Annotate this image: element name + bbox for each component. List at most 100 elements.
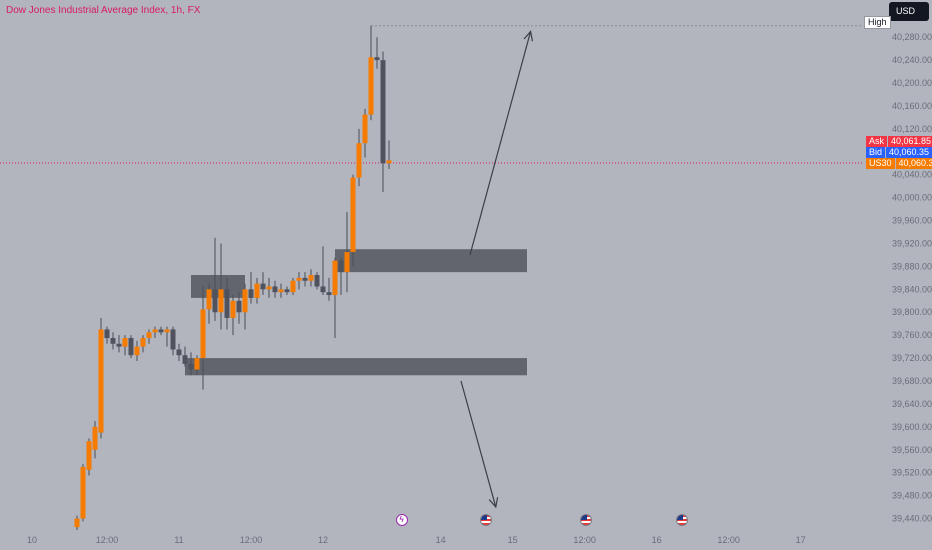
candle-body[interactable] — [224, 289, 230, 318]
time-tick-label: 17 — [796, 535, 806, 545]
candle-body[interactable] — [260, 283, 266, 290]
price-tag-value: 40,060.35 — [886, 147, 932, 158]
candle-body[interactable] — [302, 277, 308, 281]
candle-body[interactable] — [356, 143, 362, 178]
candle-body[interactable] — [116, 343, 122, 347]
trend-arrow-head-icon — [523, 30, 534, 42]
candle-body[interactable] — [188, 363, 194, 370]
candle-body[interactable] — [308, 275, 314, 281]
candle-body[interactable] — [314, 275, 320, 287]
candle-body[interactable] — [212, 289, 218, 313]
candle-body[interactable] — [182, 355, 188, 364]
candle-body[interactable] — [350, 177, 356, 253]
flag-us-icon[interactable] — [675, 514, 688, 526]
price-tick-label: 40,280.00 — [892, 32, 932, 42]
zones-layer — [185, 249, 527, 376]
candle-body[interactable] — [200, 309, 206, 359]
candle-body[interactable] — [194, 358, 200, 370]
price-tick-label: 39,480.00 — [892, 491, 932, 501]
candle-body[interactable] — [86, 441, 92, 470]
price-tick-label: 39,440.00 — [892, 514, 932, 524]
candle-body[interactable] — [386, 160, 392, 164]
candle-body[interactable] — [374, 57, 380, 61]
supply-demand-zone[interactable] — [335, 249, 527, 273]
candle-body[interactable] — [368, 57, 374, 115]
price-axis: 40,280.00 40,240.00 40,200.00 40,160.00 40,1… — [892, 32, 932, 523]
candle-body[interactable] — [338, 260, 344, 273]
price-tag-value: 40,061.85 — [888, 136, 932, 147]
time-tick-label: 12:00 — [240, 535, 263, 545]
time-tick-label: 12:00 — [573, 535, 596, 545]
candle-body[interactable] — [146, 332, 152, 339]
trend-arrow-line[interactable] — [469, 31, 532, 256]
candle-body[interactable] — [140, 338, 146, 347]
candle-body[interactable] — [230, 300, 236, 318]
candle-body[interactable] — [158, 329, 164, 333]
price-tick-label: 39,960.00 — [892, 216, 932, 226]
candle-body[interactable] — [248, 289, 254, 298]
candle-body[interactable] — [122, 338, 128, 347]
candle-body[interactable] — [344, 252, 350, 273]
price-tick-label: 40,120.00 — [892, 124, 932, 134]
candle-body[interactable] — [278, 289, 284, 293]
candle-body[interactable] — [254, 283, 260, 298]
arrows-layer — [460, 30, 534, 509]
candle-body[interactable] — [134, 346, 140, 356]
candle-body[interactable] — [92, 426, 98, 450]
time-tick-label: 12:00 — [717, 535, 740, 545]
price-tick-label: 39,640.00 — [892, 399, 932, 409]
candle-body[interactable] — [362, 114, 368, 144]
flag-us-icon[interactable] — [479, 514, 492, 526]
candle-body[interactable] — [74, 518, 80, 528]
price-tag-label: Bid — [866, 147, 886, 158]
candle-body[interactable] — [290, 280, 296, 293]
time-tick-label: 16 — [652, 535, 662, 545]
candle-body[interactable] — [110, 338, 116, 344]
candle-body[interactable] — [128, 338, 134, 356]
price-tick-label: 40,040.00 — [892, 170, 932, 180]
candle-body[interactable] — [284, 289, 290, 293]
supply-demand-zone[interactable] — [185, 358, 527, 376]
bolt-icon[interactable]: ϟ — [395, 514, 408, 526]
candle-body[interactable] — [98, 329, 104, 433]
candle-body[interactable] — [296, 277, 302, 281]
candle-body[interactable] — [170, 329, 176, 350]
chart-title: Dow Jones Industrial Average Index, 1h, … — [6, 5, 201, 16]
candle-body[interactable] — [320, 286, 326, 293]
price-tag-bid: Bid 40,060.35 — [866, 147, 932, 158]
flag-us-icon[interactable] — [579, 514, 592, 526]
price-tick-label: 39,760.00 — [892, 330, 932, 340]
candle-body[interactable] — [380, 60, 386, 164]
candle-body[interactable] — [176, 349, 182, 356]
candle-body[interactable] — [326, 292, 332, 296]
supply-demand-zone[interactable] — [191, 275, 245, 298]
price-tick-label: 40,000.00 — [892, 193, 932, 203]
time-tick-label: 14 — [436, 535, 446, 545]
candle-body[interactable] — [80, 466, 86, 519]
candle-body[interactable] — [236, 300, 242, 313]
trend-arrow-head-icon — [488, 497, 499, 509]
candle-body[interactable] — [206, 289, 212, 310]
time-tick-label: 12:00 — [96, 535, 119, 545]
currency-button[interactable]: USD — [889, 2, 929, 21]
candle-body[interactable] — [164, 329, 170, 333]
price-tick-label: 39,800.00 — [892, 307, 932, 317]
price-tag-label: Ask — [866, 136, 888, 147]
price-tick-label: 40,240.00 — [892, 55, 932, 65]
time-tick-label: 12 — [318, 535, 328, 545]
candle-body[interactable] — [242, 289, 248, 313]
candle-body[interactable] — [218, 289, 224, 313]
candle-body[interactable] — [272, 286, 278, 293]
price-tick-label: 40,200.00 — [892, 78, 932, 88]
candle-body[interactable] — [152, 329, 158, 333]
trend-arrow-line[interactable] — [460, 380, 497, 508]
time-tick-label: 15 — [508, 535, 518, 545]
time-tick-label: 11 — [174, 535, 183, 545]
candle-body[interactable] — [332, 260, 338, 296]
candle-body[interactable] — [266, 286, 272, 290]
candle-body[interactable] — [104, 329, 110, 339]
price-tick-label: 39,560.00 — [892, 445, 932, 455]
candles-layer — [74, 25, 392, 530]
